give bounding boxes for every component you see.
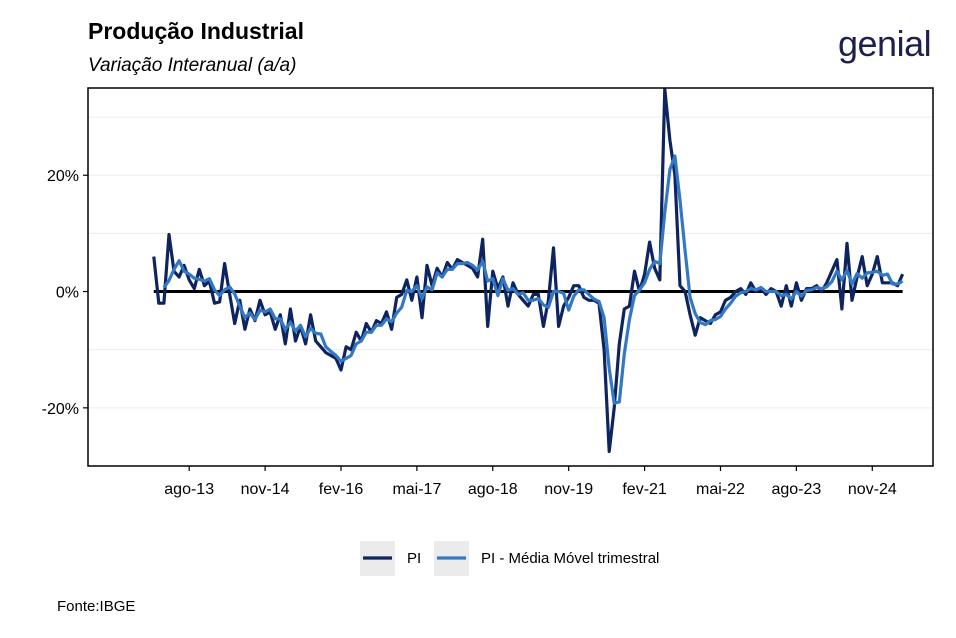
x-tick-label: nov-19 xyxy=(544,481,593,498)
series-line-moving-average xyxy=(162,154,904,405)
y-tick-label: -20% xyxy=(42,401,79,418)
y-axis: -20% 0% 20% xyxy=(42,168,88,418)
genial-logo: genial xyxy=(838,23,932,64)
x-tick-label: fev-16 xyxy=(319,481,364,498)
chart-title: Produção Industrial xyxy=(88,18,304,44)
x-tick-label: nov-14 xyxy=(241,481,290,498)
legend: PI PI - Média Móvel trimestral xyxy=(360,541,659,576)
series-line-pi xyxy=(152,87,905,454)
x-axis: ago-13 nov-14 fev-16 mai-17 ago-18 nov-19 fev-… xyxy=(164,466,897,498)
x-tick-label: ago-18 xyxy=(468,481,518,498)
x-tick-label: fev-21 xyxy=(622,481,667,498)
legend-label: PI xyxy=(407,550,421,567)
x-tick-label: mai-22 xyxy=(696,481,745,498)
legend-label: PI - Média Móvel trimestral xyxy=(481,550,659,567)
chart-subtitle: Variação Interanual (a/a) xyxy=(88,55,297,76)
x-tick-label: ago-13 xyxy=(164,481,214,498)
source-note: Fonte:IBGE xyxy=(57,598,136,615)
y-tick-label: 0% xyxy=(56,285,79,302)
legend-item-moving-average: PI - Média Móvel trimestral xyxy=(434,541,659,576)
x-tick-label: ago-23 xyxy=(771,481,821,498)
x-tick-label: nov-24 xyxy=(848,481,897,498)
plot-panel-border xyxy=(87,87,934,467)
y-tick-label: 20% xyxy=(47,168,79,185)
x-tick-label: mai-17 xyxy=(392,481,441,498)
legend-item-pi: PI xyxy=(360,541,421,576)
series-layer xyxy=(152,87,905,454)
